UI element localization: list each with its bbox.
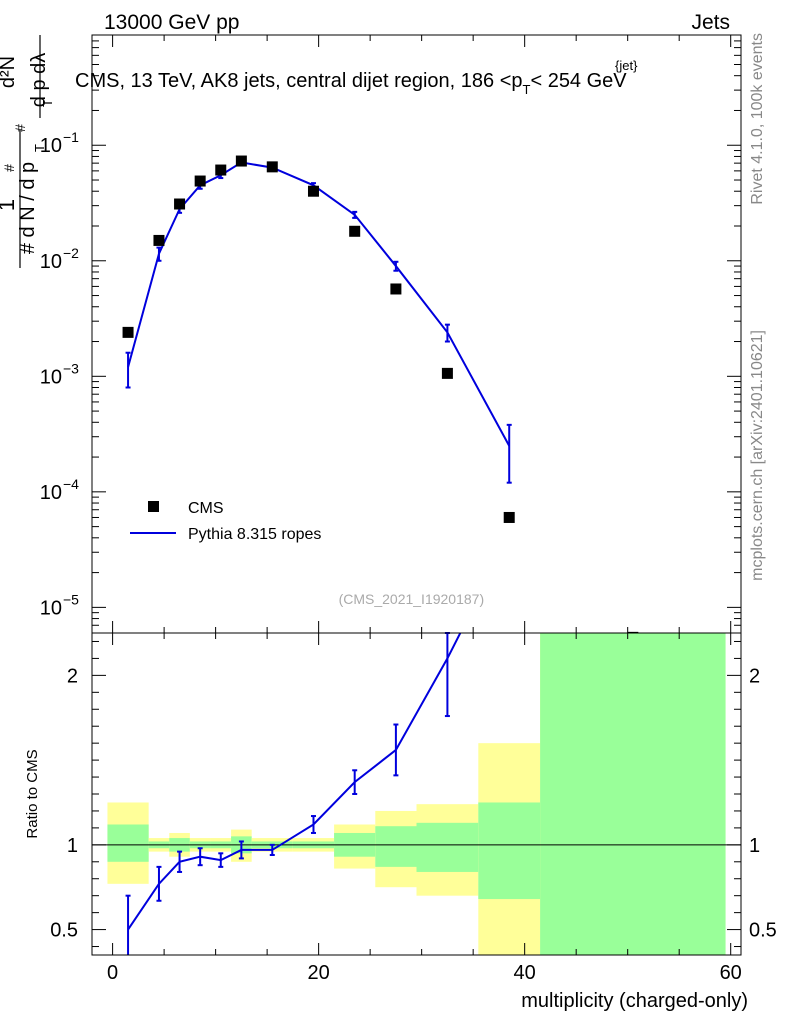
main-ytick-label: 10 — [40, 135, 62, 157]
source-label: mcplots.cern.ch [arXiv:2401.10621] — [749, 330, 766, 581]
cms-marker — [441, 367, 453, 379]
chart-title-superscript: {jet} — [615, 58, 638, 73]
main-ytick-exponent: −4 — [63, 476, 79, 492]
ratio-band-green — [375, 826, 417, 867]
ratio-ytick-label: 1 — [67, 835, 78, 857]
main-ylabel-part: 1 — [0, 199, 19, 211]
analysis-watermark: (CMS_2021_I1920187) — [339, 591, 485, 607]
cms-marker — [194, 175, 206, 187]
version-label: Rivet 4.1.0, 100k events — [749, 33, 766, 205]
main-ytick-label: 10 — [40, 366, 62, 388]
main-ylabel-part: # d N / d p — [17, 162, 39, 254]
ratio-pythia-line — [127, 633, 462, 931]
cms-marker — [215, 164, 227, 176]
x-tick-label: 0 — [107, 962, 118, 984]
x-axis-label: multiplicity (charged-only) — [521, 990, 748, 1012]
ratio-ytick-label-right: 2 — [749, 665, 760, 687]
legend: CMS Pythia 8.315 ropes — [130, 500, 321, 543]
category-label: Jets — [691, 11, 730, 34]
main-ylabel-part: T — [32, 144, 47, 152]
main-ytick-label: 10 — [40, 251, 62, 273]
ratio-ytick-label: 0.5 — [50, 920, 78, 942]
main-ylabel: 1# d N / d pT#d²N#d p dλT — [0, 35, 55, 268]
cms-marker — [390, 283, 402, 295]
ratio-ytick-label-right: 1 — [749, 835, 760, 857]
main-ylabel-part: # — [12, 124, 28, 132]
ratio-panel: 0 20 40 60 0.5 0.5 1 1 2 2 Ratio to CMS multiplic… — [24, 632, 777, 1012]
pythia-line — [127, 161, 511, 447]
chart-title: CMS, 13 TeV, AK8 jets, central dijet reg… — [75, 70, 627, 97]
x-tick-label: 60 — [720, 962, 742, 984]
main-ylabel-part: d p dλ — [28, 53, 50, 107]
ratio-band-green — [107, 824, 149, 862]
cms-marker — [122, 326, 134, 338]
energy-label: 13000 GeV pp — [104, 11, 239, 34]
ratio-band-green — [540, 633, 726, 955]
main-ytick-exponent: −5 — [63, 591, 79, 607]
main-ytick-exponent: −2 — [63, 245, 79, 261]
main-ylabel-part: T — [40, 99, 55, 107]
cms-marker — [174, 198, 186, 210]
main-ytick-label: 10 — [40, 597, 62, 619]
ratio-ytick-label-right: 0.5 — [749, 920, 777, 942]
x-tick-label: 20 — [308, 962, 330, 984]
cms-marker — [153, 234, 165, 246]
legend-cms-marker — [148, 501, 159, 512]
main-ytick-exponent: −1 — [63, 129, 79, 145]
main-ytick-label: 10 — [40, 482, 62, 504]
ratio-band-green — [416, 822, 479, 872]
cms-marker — [349, 225, 361, 237]
ratio-band-green — [478, 802, 541, 900]
legend-cms-label: CMS — [188, 500, 224, 517]
main-ylabel-part: # — [1, 164, 17, 172]
x-tick-label: 40 — [514, 962, 536, 984]
cms-marker — [307, 185, 319, 197]
main-ylabel-part: d²N — [0, 56, 19, 88]
main-panel: 10−110−210−310−410−5 CMS, 13 TeV, AK8 je… — [40, 34, 742, 643]
ratio-ytick-label: 2 — [67, 665, 78, 687]
legend-pythia-label: Pythia 8.315 ropes — [188, 526, 321, 543]
cms-marker — [266, 161, 278, 173]
cms-marker — [503, 511, 515, 523]
cms-marker — [235, 155, 247, 167]
ratio-ylabel: Ratio to CMS — [24, 749, 41, 838]
main-ytick-exponent: −3 — [63, 360, 79, 376]
